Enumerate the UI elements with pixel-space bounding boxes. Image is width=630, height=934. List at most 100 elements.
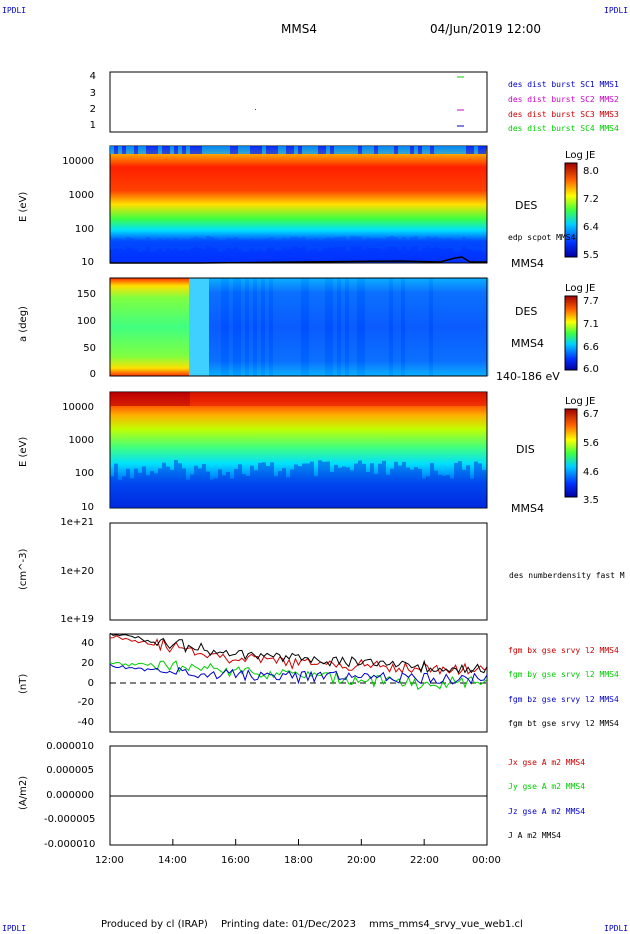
des-low-cell	[294, 236, 298, 247]
dis-low-cell	[366, 471, 370, 508]
dis-low-cell	[354, 463, 358, 508]
dis-top-cell	[190, 392, 194, 406]
dis-low-cell	[214, 478, 218, 508]
x-tick-label: 12:00	[95, 855, 124, 866]
des-top-cell	[350, 146, 354, 154]
bfield-legend-bx: fgm bx gse srvy l2 MMS4	[508, 646, 619, 655]
dis-low-cell	[482, 469, 486, 508]
des-top-cell	[410, 146, 414, 154]
pitch-ytick: 0	[89, 369, 96, 380]
des-low-cell	[306, 240, 310, 251]
des-low-cell	[114, 238, 118, 249]
pitch-left-region	[110, 278, 189, 376]
des-top-cell	[398, 146, 402, 154]
des-low-cell	[150, 241, 154, 252]
pitch-cell	[277, 278, 281, 376]
dis-colorbar-title: Log JE	[565, 396, 596, 407]
dis-colorbar-tick: 5.6	[583, 438, 599, 449]
des-energy-ytick: 100	[74, 224, 94, 235]
des-top-cell	[202, 146, 206, 154]
dis-top-cell	[126, 392, 130, 406]
des-top-cell	[334, 146, 338, 154]
des-top-cell	[310, 146, 314, 154]
dis-top-cell	[322, 392, 326, 406]
dis-energy-sc: MMS4	[511, 502, 544, 515]
dis-top-cell	[274, 392, 278, 406]
des-top-cell	[318, 146, 322, 154]
spacecraft-title: MMS4	[281, 22, 317, 36]
pitch-cell	[405, 278, 409, 376]
dis-low-cell	[186, 479, 190, 508]
pitch-cell	[329, 278, 333, 376]
dis-top-cell	[250, 392, 254, 406]
dis-low-cell	[362, 463, 366, 508]
dis-top-cell	[330, 392, 334, 406]
dis-low-cell	[290, 469, 294, 508]
des-top-cell	[446, 146, 450, 154]
des-low-cell	[214, 238, 218, 249]
dis-top-cell	[254, 392, 258, 406]
des-top-cell	[338, 146, 342, 154]
pitch-cell	[333, 278, 337, 376]
des-top-cell	[402, 146, 406, 154]
des-top-cell	[178, 146, 182, 154]
dis-low-cell	[138, 472, 142, 508]
scpot-trace	[110, 256, 487, 264]
des-top-cell	[462, 146, 466, 154]
dis-low-cell	[342, 466, 346, 508]
des-top-cell	[354, 146, 358, 154]
pitch-ylabel: a (deg)	[18, 306, 29, 342]
dis-top-cell	[394, 392, 398, 406]
des-colorbar-title: Log JE	[565, 150, 596, 161]
des-low-cell	[342, 236, 346, 247]
pitch-panel-frame	[109, 277, 488, 377]
dis-low-cell	[426, 476, 430, 508]
bfield-legend-by: fgm by gse srvy l2 MMS4	[508, 670, 619, 679]
des-low-cell	[146, 237, 150, 248]
des-top-cell	[270, 146, 274, 154]
pitch-range: 140-186 eV	[496, 370, 560, 383]
des-top-cell	[474, 146, 478, 154]
dis-low-cell	[438, 474, 442, 508]
dis-top-cell	[270, 392, 274, 406]
dis-energy-texture	[110, 392, 486, 508]
des-low-cell	[470, 240, 474, 251]
dis-low-cell	[234, 469, 238, 508]
des-low-cell	[238, 239, 242, 250]
dis-low-cell	[430, 462, 434, 508]
des-top-cell	[110, 146, 114, 154]
pitch-cell	[477, 278, 481, 376]
dis-low-cell	[142, 466, 146, 508]
des-low-cell	[206, 236, 210, 247]
dis-top-cell	[374, 392, 378, 406]
des-top-cell	[162, 146, 166, 154]
dis-low-cell	[222, 475, 226, 508]
dis-low-cell	[442, 475, 446, 508]
des-low-cell	[130, 237, 134, 248]
des-low-cell	[174, 237, 178, 248]
dis-top-cell	[362, 392, 366, 406]
pitch-cell	[285, 278, 289, 376]
dis-top-cell	[226, 392, 230, 406]
dis-top-cell	[198, 392, 202, 406]
pitch-cell	[397, 278, 401, 376]
dis-low-cell	[310, 461, 314, 508]
dis-top-cell	[474, 392, 478, 406]
pitch-cell	[257, 278, 261, 376]
des-low-cell	[378, 238, 382, 249]
dis-top-cell	[438, 392, 442, 406]
dis-top-cell	[358, 392, 362, 406]
dis-low-cell	[158, 468, 162, 508]
dis-top-cell	[206, 392, 210, 406]
des-top-cell	[342, 146, 346, 154]
dis-low-cell	[406, 467, 410, 508]
des-low-cell	[210, 236, 214, 247]
dis-top-cell	[278, 392, 282, 406]
bfield-line-1	[109, 660, 488, 690]
pitch-texture	[209, 278, 489, 376]
des-top-cell	[314, 146, 318, 154]
pitch-cell	[381, 278, 385, 376]
des-top-cell	[154, 146, 158, 154]
pitch-cell	[349, 278, 353, 376]
des-top-cell	[414, 146, 418, 154]
